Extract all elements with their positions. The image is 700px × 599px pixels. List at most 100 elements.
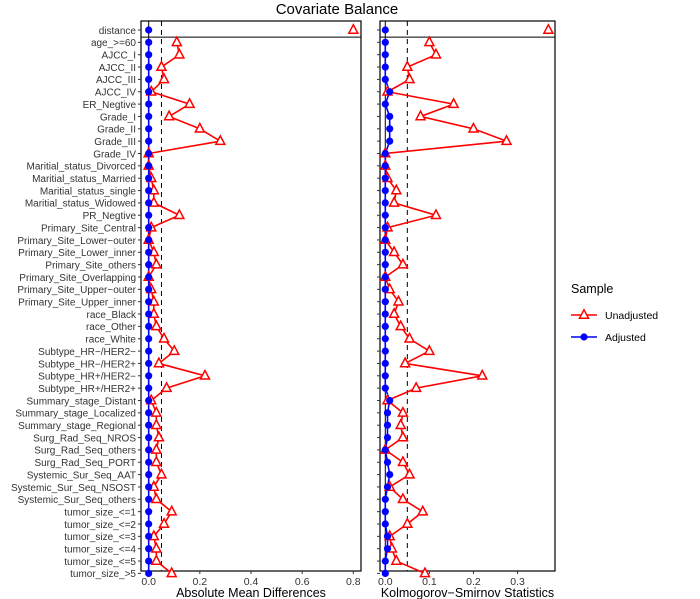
unadjusted-point bbox=[397, 405, 409, 417]
covariate-label: AJCC_III bbox=[96, 75, 136, 86]
chart-title: Covariate Balance bbox=[276, 1, 399, 18]
unadjusted-point bbox=[423, 35, 436, 47]
covariate-label: PR_Negtive bbox=[83, 211, 137, 222]
adjusted-point bbox=[381, 520, 389, 528]
adjusted-point bbox=[383, 409, 392, 417]
covariate-label: Systemic_Sur_Seq_NSOST bbox=[11, 483, 136, 494]
unadjusted-point bbox=[150, 442, 163, 454]
covariate-label: Primary_Site_Upper_inner bbox=[18, 298, 137, 309]
adjusted-point bbox=[381, 298, 389, 306]
adjusted-point bbox=[383, 532, 392, 540]
unadjusted-point bbox=[171, 35, 183, 47]
legend-key-marker bbox=[578, 308, 590, 319]
adjusted-point bbox=[145, 458, 153, 466]
adjusted-point bbox=[145, 532, 153, 540]
adjusted-point bbox=[381, 335, 389, 343]
unadjusted-point bbox=[414, 109, 427, 121]
adjusted-point bbox=[145, 112, 153, 121]
adjusted-point bbox=[145, 347, 153, 355]
covariate-label: Maritial_status_Divorced bbox=[27, 162, 137, 173]
x-axis-label: Absolute Mean Differences bbox=[176, 586, 326, 599]
covariate-label: Subtype_HR+/HER2− bbox=[38, 372, 136, 383]
adjusted-point bbox=[145, 359, 153, 368]
adjusted-point bbox=[386, 88, 394, 96]
covariate-label: tumor_size_<=1 bbox=[64, 507, 136, 518]
unadjusted-point bbox=[163, 109, 175, 121]
covariate-label: tumor_size_<=5 bbox=[64, 557, 136, 568]
covariate-label: Maritial_status_single bbox=[40, 186, 137, 197]
adjusted-point bbox=[381, 38, 389, 46]
x-tick-label: 0.3 bbox=[510, 576, 525, 588]
unadjusted-point bbox=[417, 504, 429, 516]
adjusted-point bbox=[145, 211, 153, 219]
unadjusted-point bbox=[401, 60, 414, 72]
adjusted-point bbox=[381, 273, 389, 281]
unadjusted-point bbox=[158, 72, 170, 84]
adjusted-point bbox=[381, 149, 389, 158]
adjusted-point bbox=[381, 261, 389, 269]
adjusted-point bbox=[381, 174, 389, 182]
covariate-label: Subtype_HR−/HER2− bbox=[38, 347, 136, 358]
legend-label: Adjusted bbox=[605, 332, 646, 344]
unadjusted-point bbox=[153, 430, 165, 442]
adjusted-point bbox=[145, 471, 153, 479]
adjusted-point bbox=[383, 545, 392, 553]
x-tick-label: 0.6 bbox=[295, 576, 310, 588]
covariate-label: AJCC_I bbox=[102, 51, 136, 62]
unadjusted-point bbox=[394, 319, 407, 331]
adjusted-point bbox=[145, 285, 153, 293]
unadjusted-point bbox=[165, 504, 178, 516]
covariate-label: Primary_Site_others bbox=[45, 260, 136, 271]
adjusted-point bbox=[145, 273, 153, 281]
unadjusted-point bbox=[388, 307, 400, 319]
adjusted-point bbox=[381, 569, 389, 578]
adjusted-point bbox=[145, 421, 153, 429]
adjusted-point bbox=[145, 137, 153, 145]
covariate-label: tumor_size_>5 bbox=[70, 569, 136, 580]
unadjusted-point bbox=[390, 183, 403, 195]
covariate-label: Maritial_status_Widowed bbox=[25, 199, 136, 210]
unadjusted-point bbox=[410, 381, 422, 393]
covariate-label: Primary_Site_Central bbox=[41, 223, 136, 234]
x-tick-label: 0.1 bbox=[422, 576, 437, 588]
adjusted-point bbox=[381, 248, 389, 256]
covariate-label: race_White bbox=[85, 335, 136, 346]
adjusted-point bbox=[145, 51, 153, 59]
adjusted-point bbox=[145, 162, 153, 170]
unadjusted-point bbox=[155, 467, 168, 479]
x-axis-label: Kolmogorov−Smirnov Statistics bbox=[381, 586, 554, 599]
unadjusted-point bbox=[214, 134, 227, 146]
adjusted-point bbox=[145, 520, 153, 528]
x-tick-label: 0.2 bbox=[193, 576, 208, 588]
adjusted-point bbox=[381, 224, 389, 232]
adjusted-point bbox=[383, 421, 392, 429]
unadjusted-line bbox=[383, 41, 507, 575]
covariate-label: Summary_stage_Distant bbox=[27, 396, 137, 407]
adjusted-point bbox=[145, 298, 153, 306]
unadjusted-point bbox=[542, 23, 555, 34]
unadjusted-point bbox=[388, 245, 400, 257]
adjusted-point bbox=[145, 38, 153, 46]
adjusted-point bbox=[145, 569, 153, 578]
unadjusted-point bbox=[399, 356, 411, 368]
adjusted-point bbox=[381, 211, 389, 219]
unadjusted-point bbox=[173, 208, 186, 220]
x-tick-label: 0.0 bbox=[141, 576, 156, 588]
panel-frame bbox=[379, 20, 556, 572]
adjusted-point bbox=[145, 396, 153, 405]
adjusted-point bbox=[386, 137, 394, 145]
covariate-label: Summary_stage_Localized bbox=[15, 409, 136, 420]
adjusted-point bbox=[381, 495, 389, 503]
adjusted-point bbox=[381, 310, 389, 318]
unadjusted-point bbox=[168, 344, 180, 356]
covariate-label: distance bbox=[99, 26, 137, 37]
legend: Sample Unadjusted Adjusted bbox=[571, 282, 658, 344]
unadjusted-point bbox=[430, 208, 442, 220]
adjusted-point bbox=[381, 26, 389, 34]
adjusted-point bbox=[145, 483, 153, 491]
covariate-label: Systemic_Sur_Seq_AAT bbox=[27, 470, 136, 481]
adjusted-point bbox=[145, 508, 153, 516]
unadjusted-point bbox=[183, 97, 196, 109]
unadjusted-point bbox=[150, 257, 163, 269]
